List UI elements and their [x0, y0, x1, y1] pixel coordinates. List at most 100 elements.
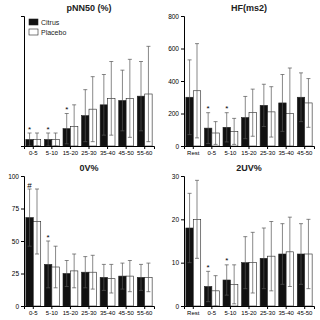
tick-label: Rest	[187, 310, 200, 316]
legend-swatch	[29, 19, 38, 25]
tick-mark	[286, 146, 287, 149]
tick-label: 0	[175, 303, 179, 310]
tick-label: 5-10	[46, 310, 59, 316]
annotation: *	[225, 256, 228, 265]
x-tick: 55-60	[137, 146, 153, 156]
error-bar	[262, 84, 266, 126]
tick-mark	[21, 241, 24, 242]
error-bar	[306, 79, 310, 128]
legend-label: Citrus	[41, 19, 60, 26]
error-bar	[225, 113, 229, 142]
error-bar	[102, 264, 106, 290]
x-tick: 25-30	[81, 306, 97, 316]
error-bar	[65, 261, 69, 287]
tick-mark	[89, 146, 90, 149]
tick-label: 30	[172, 173, 180, 180]
panel: 0-55-1015-2025-3035-4045-5055-60***Citru…	[21, 3, 155, 156]
tick-label: Rest	[187, 150, 200, 156]
tick-label: 15-20	[241, 310, 257, 316]
tick-mark	[107, 146, 108, 149]
legend-swatch	[29, 29, 38, 35]
tick-mark	[249, 306, 250, 309]
x-tick: 25-30	[260, 306, 276, 316]
tick-label: 600	[168, 45, 179, 52]
y-tick: 0	[175, 143, 184, 150]
error-bar	[83, 257, 87, 288]
title: 2UV%	[236, 163, 262, 173]
marks	[186, 44, 312, 146]
x-tick: 35-40	[100, 306, 116, 316]
tick-mark	[181, 219, 184, 220]
error-bar	[120, 70, 124, 131]
x-tick: 5-10	[224, 146, 237, 156]
tick-label: 45-50	[297, 310, 313, 316]
axis-line	[21, 17, 25, 147]
x-axis: 0-55-1015-2025-3035-4045-5055-60	[25, 306, 155, 316]
bar-series	[26, 62, 145, 147]
error-bar	[269, 87, 273, 137]
x-tick: 0-5	[29, 306, 38, 316]
marks	[26, 46, 152, 146]
error-bar	[225, 265, 229, 295]
x-tick: 15-20	[63, 146, 79, 156]
marks	[26, 189, 152, 306]
x-tick: 0-5	[208, 146, 217, 156]
tick-label: 25	[12, 270, 20, 277]
tick-mark	[193, 306, 194, 309]
tick-mark	[181, 49, 184, 50]
error-bar	[146, 263, 150, 292]
error-bar	[232, 265, 236, 304]
annotation: *	[225, 104, 228, 113]
tick-label: 45-50	[118, 150, 134, 156]
y-tick: 10	[172, 259, 184, 266]
tick-mark	[70, 306, 71, 309]
tick-mark	[181, 176, 184, 177]
tick-mark	[193, 146, 194, 149]
error-bar	[299, 224, 303, 285]
y-axis: 0255075100	[8, 173, 24, 310]
tick-mark	[70, 146, 71, 149]
bar-series	[193, 44, 312, 146]
tick-mark	[267, 146, 268, 149]
panel: Rest0-55-1015-2025-3035-4045-500102030**…	[172, 163, 315, 316]
x-tick: 0-5	[208, 306, 217, 316]
error-bar	[35, 189, 39, 254]
tick-label: 15-20	[63, 310, 79, 316]
axis-line	[181, 17, 185, 147]
tick-label: 35-40	[100, 150, 116, 156]
error-bar	[46, 133, 50, 146]
error-bar	[251, 232, 255, 293]
error-bar	[139, 264, 143, 290]
tick-label: 75	[12, 205, 20, 212]
tick-mark	[144, 146, 145, 149]
y-tick: 200	[168, 110, 184, 117]
error-bar	[120, 263, 124, 289]
legend: CitrusPlacebo	[29, 19, 66, 36]
tick-mark	[304, 146, 305, 149]
error-bar	[280, 224, 284, 285]
tick-label: 25-30	[260, 310, 276, 316]
axis-line	[25, 307, 155, 310]
tick-label: 35-40	[278, 150, 294, 156]
chart: 0-55-1015-2025-3035-4045-5055-60***Citru…	[0, 0, 320, 320]
tick-label: 5-10	[46, 150, 59, 156]
tick-label: 0	[15, 303, 19, 310]
x-tick: 35-40	[278, 306, 294, 316]
panel: 0-55-1015-2025-3035-4045-5055-6002550751…	[8, 163, 154, 316]
error-bar	[214, 276, 218, 306]
x-tick: Rest	[187, 146, 200, 156]
error-bar	[128, 261, 132, 292]
error-bar	[306, 219, 310, 288]
tick-mark	[181, 114, 184, 115]
error-bar	[72, 254, 76, 288]
tick-label: 0-5	[29, 310, 38, 316]
y-tick: 100	[8, 173, 24, 180]
error-bar	[102, 75, 106, 136]
tick-label: 0-5	[208, 310, 217, 316]
error-bar	[280, 75, 284, 132]
error-bar	[72, 105, 76, 146]
annotation: *	[207, 104, 210, 113]
tick-mark	[230, 306, 231, 309]
title: 0V%	[79, 163, 98, 173]
legend-item: Citrus	[29, 19, 60, 26]
